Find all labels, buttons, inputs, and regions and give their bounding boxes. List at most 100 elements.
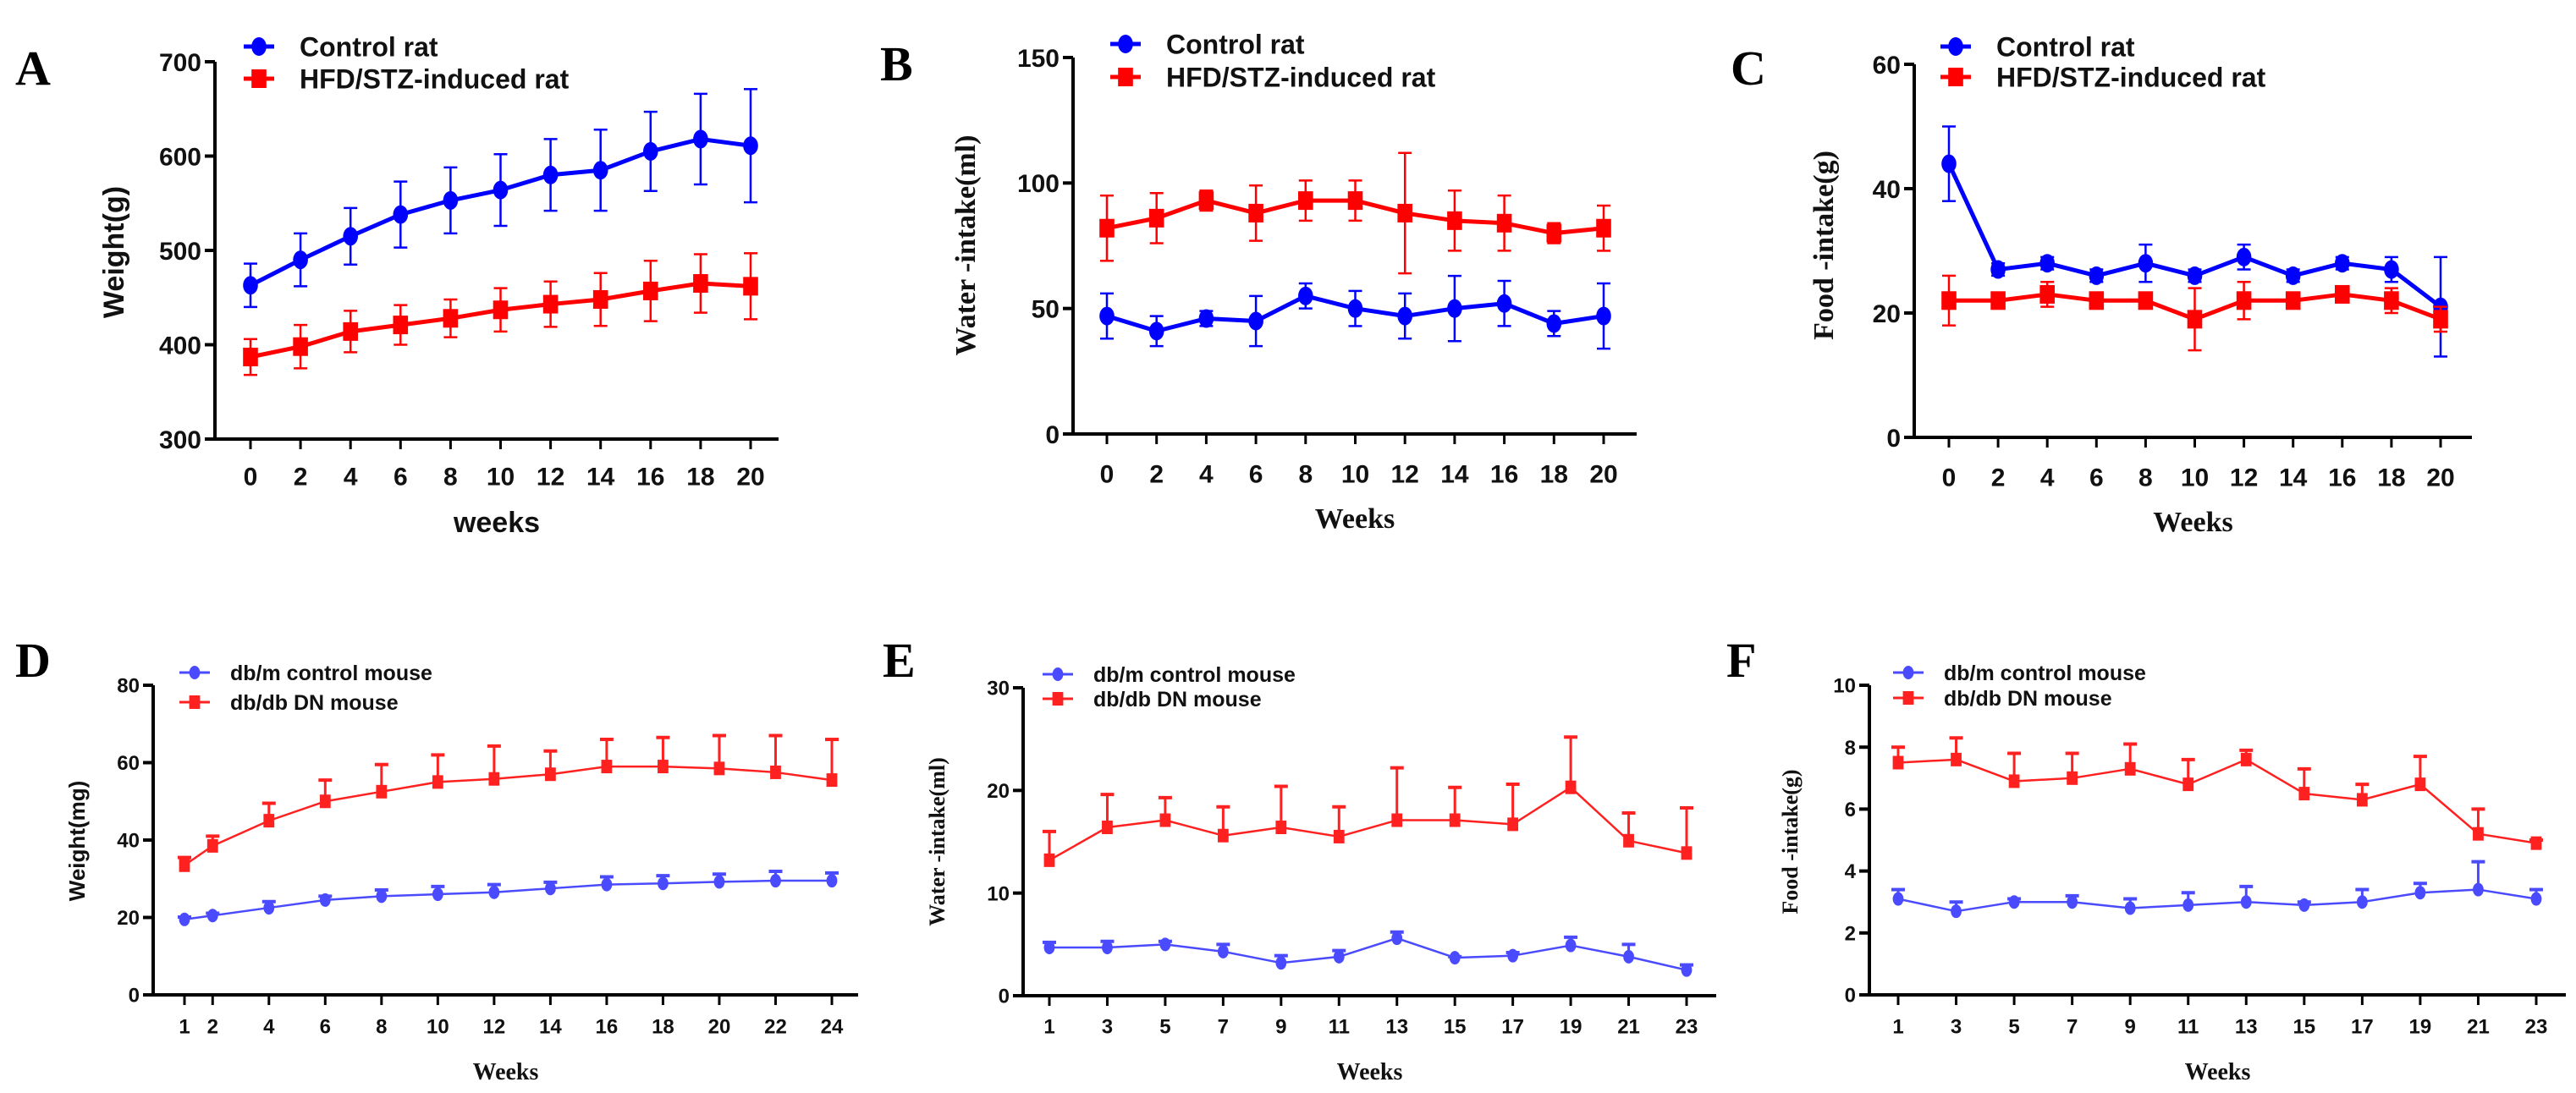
data-point: [2335, 284, 2350, 304]
x-tick-label: 15: [1444, 1015, 1467, 1038]
x-axis-title: Weeks: [2185, 1059, 2251, 1085]
x-tick-label: 12: [2230, 464, 2258, 492]
data-point: [1990, 291, 2006, 310]
data-point: [592, 161, 608, 180]
data-point: [319, 794, 331, 809]
x-tick-label: 14: [1440, 461, 1469, 489]
legend-entry: Control rat: [1110, 30, 1305, 60]
x-tick-label: 16: [2328, 464, 2356, 492]
y-tick-label: 10: [1833, 675, 1856, 698]
data-point: [1102, 940, 1113, 954]
legend-entry: Control rat: [1940, 32, 2135, 63]
data-point: [432, 887, 443, 902]
series-control: [243, 88, 758, 309]
y-tick-label: 8: [1845, 737, 1856, 760]
data-point: [1892, 892, 1904, 906]
data-point: [376, 784, 388, 799]
data-point: [601, 877, 613, 892]
data-point: [243, 347, 258, 366]
data-point: [2530, 892, 2542, 906]
panel-letter: C: [1731, 41, 1766, 96]
y-axis-title: Weight(g): [98, 186, 130, 318]
x-tick-label: 8: [1298, 461, 1313, 489]
y-tick-label: 30: [987, 678, 1010, 700]
data-point: [2384, 260, 2399, 279]
data-point: [544, 882, 556, 896]
x-tick-label: 17: [2351, 1015, 2374, 1038]
legend-marker: [189, 695, 201, 709]
data-point: [1397, 306, 1412, 326]
data-point: [1447, 299, 1462, 318]
y-tick-label: 80: [117, 675, 140, 698]
y-tick-label: 0: [999, 986, 1010, 1008]
data-point: [1681, 846, 1693, 860]
data-point: [206, 838, 218, 853]
series-line: [1049, 936, 1687, 971]
data-point: [343, 321, 358, 341]
data-point: [206, 909, 218, 923]
x-tick-label: 6: [320, 1015, 331, 1038]
series-line: [1946, 162, 2442, 309]
series-model: [1941, 274, 2448, 352]
x-tick-label: 15: [2293, 1015, 2315, 1038]
legend-entry: db/m control mouse: [1043, 663, 1296, 687]
data-point: [1496, 213, 1512, 233]
legend-label: HFD/STZ-induced rat: [300, 64, 570, 95]
data-point: [713, 761, 725, 776]
x-tick-label: 9: [2125, 1015, 2136, 1038]
data-point: [1347, 299, 1363, 318]
y-tick-label: 0: [1886, 425, 1901, 453]
legend-label: HFD/STZ-induced rat: [1166, 63, 1436, 93]
legend-marker: [251, 37, 267, 56]
legend-entry: HFD/STZ-induced rat: [1110, 63, 1436, 93]
data-point: [2335, 254, 2350, 273]
series-line: [1049, 786, 1687, 861]
y-tick-label: 0: [129, 985, 140, 1008]
series-line: [184, 879, 832, 921]
legend-marker: [1902, 691, 1914, 705]
data-point: [1333, 829, 1345, 843]
legend-label: Control rat: [300, 32, 438, 63]
data-point: [343, 227, 359, 246]
y-tick-label: 40: [117, 830, 140, 853]
y-tick-label: 10: [987, 882, 1010, 905]
data-point: [263, 814, 275, 828]
data-point: [1248, 311, 1263, 331]
y-tick-label: 150: [1017, 45, 1060, 73]
x-tick-label: 3: [1951, 1015, 1962, 1038]
y-axis-title: Water -intake(ml): [950, 135, 982, 356]
data-point: [2285, 291, 2301, 310]
y-tick-label: 500: [159, 238, 201, 266]
x-tick-label: 17: [1501, 1015, 1524, 1038]
data-point: [1496, 294, 1512, 313]
data-point: [1333, 949, 1345, 964]
data-point: [1298, 191, 1313, 211]
panel-a: A 300 400 500 600 700 0 2 4 6 8 10 12 14 16 18 20 weeks We…: [15, 32, 779, 539]
data-point: [2187, 310, 2203, 329]
panel-c: C 0 20 40 60 0 2 4 6 8 10 12 14 16 18 20 Weeks Food -inta…: [1731, 32, 2472, 538]
data-point: [1198, 309, 1214, 328]
data-point: [2285, 266, 2301, 285]
data-point: [2187, 266, 2203, 285]
x-tick-label: 0: [244, 464, 258, 492]
legend-marker: [1948, 68, 1963, 86]
data-point: [658, 876, 669, 891]
data-point: [542, 165, 559, 184]
data-point: [1148, 321, 1164, 341]
x-tick-label: 5: [2008, 1015, 2019, 1038]
data-point: [493, 300, 509, 320]
data-point: [2236, 291, 2252, 310]
data-point: [1148, 208, 1164, 228]
x-tick-label: 11: [2177, 1015, 2199, 1038]
data-point: [1217, 944, 1229, 958]
legend-entry: HFD/STZ-induced rat: [244, 64, 570, 95]
data-point: [1447, 211, 1462, 230]
data-point: [2240, 752, 2252, 766]
data-point: [1507, 948, 1519, 963]
x-tick-label: 4: [2040, 464, 2055, 492]
data-point: [1391, 813, 1403, 827]
data-point: [1951, 752, 1962, 766]
x-axis-title: weeks: [453, 507, 540, 539]
